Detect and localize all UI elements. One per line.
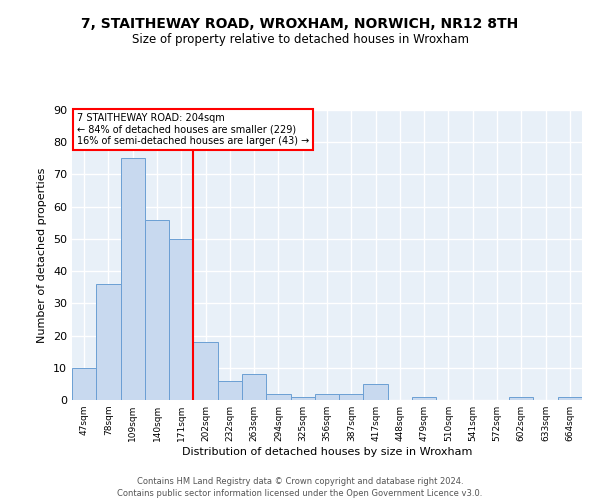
Text: 7, STAITHEWAY ROAD, WROXHAM, NORWICH, NR12 8TH: 7, STAITHEWAY ROAD, WROXHAM, NORWICH, NR… <box>82 18 518 32</box>
Bar <box>364 384 388 400</box>
Bar <box>145 220 169 400</box>
Bar <box>72 368 96 400</box>
Bar <box>193 342 218 400</box>
Bar <box>169 239 193 400</box>
Bar <box>315 394 339 400</box>
Text: Contains HM Land Registry data © Crown copyright and database right 2024.: Contains HM Land Registry data © Crown c… <box>137 478 463 486</box>
Bar <box>412 397 436 400</box>
Text: 7 STAITHEWAY ROAD: 204sqm
← 84% of detached houses are smaller (229)
16% of semi: 7 STAITHEWAY ROAD: 204sqm ← 84% of detac… <box>77 113 310 146</box>
Bar <box>509 397 533 400</box>
Bar <box>121 158 145 400</box>
Bar <box>266 394 290 400</box>
Bar <box>96 284 121 400</box>
Bar <box>218 380 242 400</box>
X-axis label: Distribution of detached houses by size in Wroxham: Distribution of detached houses by size … <box>182 447 472 457</box>
Text: Contains public sector information licensed under the Open Government Licence v3: Contains public sector information licen… <box>118 489 482 498</box>
Bar <box>558 397 582 400</box>
Bar <box>290 397 315 400</box>
Bar <box>339 394 364 400</box>
Text: Size of property relative to detached houses in Wroxham: Size of property relative to detached ho… <box>131 32 469 46</box>
Bar <box>242 374 266 400</box>
Y-axis label: Number of detached properties: Number of detached properties <box>37 168 47 342</box>
